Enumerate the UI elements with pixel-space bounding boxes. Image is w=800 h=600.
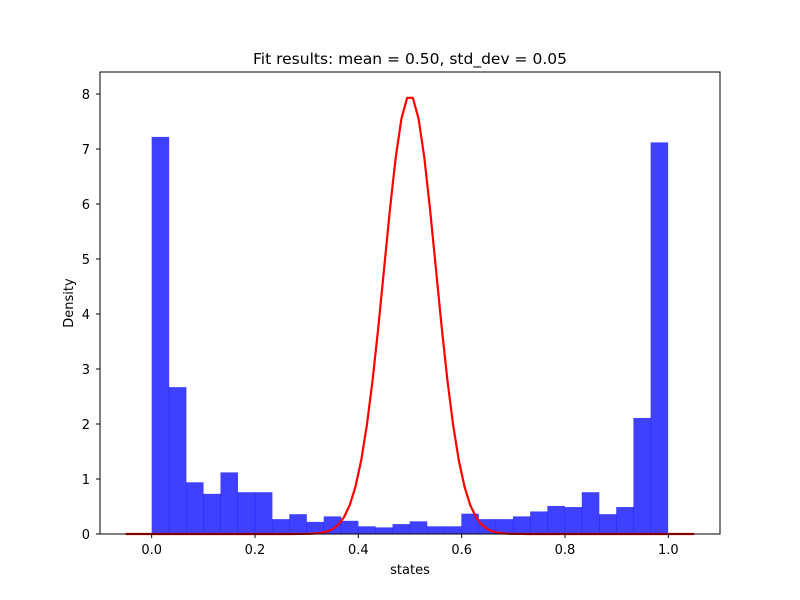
- y-tick-label: 4: [82, 308, 90, 323]
- histogram-bar: [375, 527, 393, 534]
- histogram-bar: [358, 526, 376, 534]
- histogram-bar: [650, 142, 669, 534]
- x-tick-label: 0.4: [348, 543, 369, 558]
- histogram-bar: [186, 482, 204, 534]
- histogram-bar: [237, 492, 256, 534]
- histogram-bars: [151, 136, 669, 534]
- x-tick-label: 1.0: [658, 543, 679, 558]
- histogram-bar: [254, 492, 273, 534]
- y-axis-label: Density: [62, 278, 77, 328]
- y-tick-label: 6: [82, 198, 90, 213]
- histogram-bar: [598, 514, 617, 534]
- histogram-bar: [340, 520, 359, 534]
- x-tick-label: 0.8: [555, 543, 576, 558]
- y-tick-label: 5: [82, 253, 90, 268]
- histogram-bar: [530, 511, 548, 534]
- histogram-bar: [409, 521, 428, 534]
- y-tick-label: 1: [82, 473, 90, 488]
- histogram-bar: [203, 493, 221, 534]
- y-tick-label: 8: [82, 88, 90, 103]
- y-tick-label: 7: [82, 143, 90, 158]
- histogram-bar: [564, 507, 583, 534]
- x-tick-label: 0.0: [141, 543, 162, 558]
- histogram-bar: [220, 472, 238, 534]
- histogram-bar: [426, 526, 445, 534]
- x-tick-label: 0.2: [245, 543, 266, 558]
- y-axis-ticks: 0 1 2 3 4 5 6 7 8: [82, 88, 100, 543]
- histogram-bar: [392, 524, 411, 534]
- y-tick-label: 3: [82, 363, 90, 378]
- plot-frame: [99, 71, 721, 535]
- x-axis-label: states: [390, 563, 430, 578]
- chart-title: Fit results: mean = 0.50, std_dev = 0.05: [253, 50, 567, 69]
- x-tick-label: 0.6: [451, 543, 472, 558]
- histogram-bar: [151, 136, 170, 534]
- histogram-bar: [461, 513, 479, 534]
- histogram-bar: [616, 507, 634, 534]
- histogram-bar: [512, 516, 531, 534]
- histogram-bar: [168, 387, 187, 534]
- histogram-bar: [495, 519, 514, 534]
- histogram-bar: [306, 521, 325, 534]
- histogram-bar: [633, 417, 651, 534]
- histogram-bar: [272, 519, 290, 534]
- histogram-bar: [289, 514, 307, 534]
- y-tick-label: 0: [82, 528, 90, 543]
- histogram-bar: [547, 505, 565, 534]
- x-axis-ticks: 0.0 0.2 0.4 0.6 0.8 1.0: [141, 534, 679, 558]
- histogram-bar: [581, 492, 600, 534]
- histogram-bar: [323, 516, 342, 534]
- y-tick-label: 2: [82, 418, 90, 433]
- histogram-bar: [444, 526, 462, 534]
